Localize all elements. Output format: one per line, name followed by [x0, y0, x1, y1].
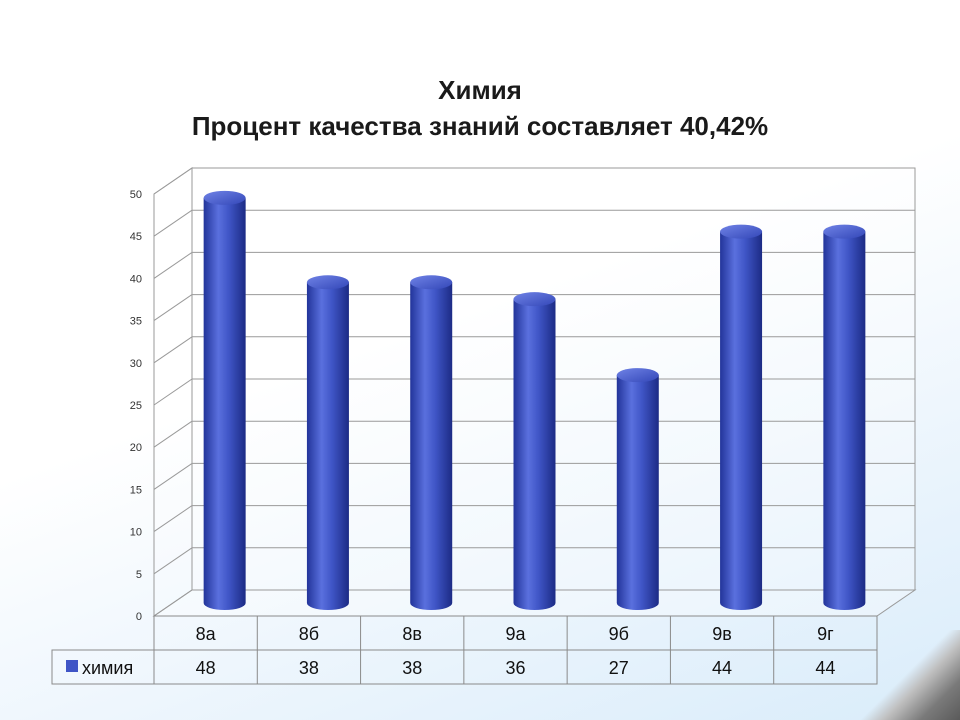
y-tick-label: 15: [130, 484, 142, 496]
value-label: 38: [299, 658, 319, 678]
bar: [720, 225, 762, 610]
legend-series-name: химия: [82, 658, 133, 678]
bar-body: [823, 232, 865, 610]
y-tick-label: 10: [130, 527, 142, 539]
value-label: 44: [815, 658, 835, 678]
category-label: 9б: [609, 624, 629, 644]
value-label: 48: [196, 658, 216, 678]
category-label: 9а: [505, 624, 526, 644]
category-label: 8в: [402, 624, 422, 644]
bar: [514, 292, 556, 610]
legend-swatch: [66, 660, 78, 672]
category-label: 9в: [712, 624, 732, 644]
y-axis-ticks: 0 5 10 15 20 25 30 35 40 45 50: [130, 189, 142, 623]
bar: [307, 275, 349, 610]
value-label: 27: [609, 658, 629, 678]
bar: [823, 225, 865, 610]
value-label: 44: [712, 658, 732, 678]
value-label: 36: [505, 658, 525, 678]
bar-top: [204, 191, 246, 205]
bar-top: [617, 368, 659, 382]
y-tick-label: 40: [130, 273, 142, 285]
bar-body: [720, 232, 762, 610]
y-tick-label: 35: [130, 316, 142, 328]
corner-shadow-decoration: [850, 630, 960, 720]
data-table: 8а 8б 8в 9а 9б 9в 9г 48 38 38 36 27 44 44 химия: [52, 616, 877, 684]
value-label: 38: [402, 658, 422, 678]
bar-body: [410, 282, 452, 610]
y-tick-label: 30: [130, 358, 142, 370]
y-tick-label: 25: [130, 400, 142, 412]
bar-top: [823, 225, 865, 239]
y-tick-label: 45: [130, 231, 142, 243]
bar-top: [410, 275, 452, 289]
category-label: 8б: [299, 624, 319, 644]
bar-top: [514, 292, 556, 306]
y-tick-label: 50: [130, 189, 142, 201]
bar-body: [307, 282, 349, 610]
table-data-row: [52, 650, 877, 684]
y-tick-label: 0: [136, 611, 142, 623]
bar: [617, 368, 659, 610]
y-tick-label: 20: [130, 442, 142, 454]
y-tick-label: 5: [136, 569, 142, 581]
bar-body: [514, 299, 556, 610]
bar: [204, 191, 246, 610]
bar: [410, 275, 452, 610]
category-label: 8а: [196, 624, 217, 644]
bar-top: [307, 275, 349, 289]
category-label: 9г: [817, 624, 834, 644]
bar-body: [204, 198, 246, 610]
bar-body: [617, 375, 659, 610]
bar-top: [720, 225, 762, 239]
